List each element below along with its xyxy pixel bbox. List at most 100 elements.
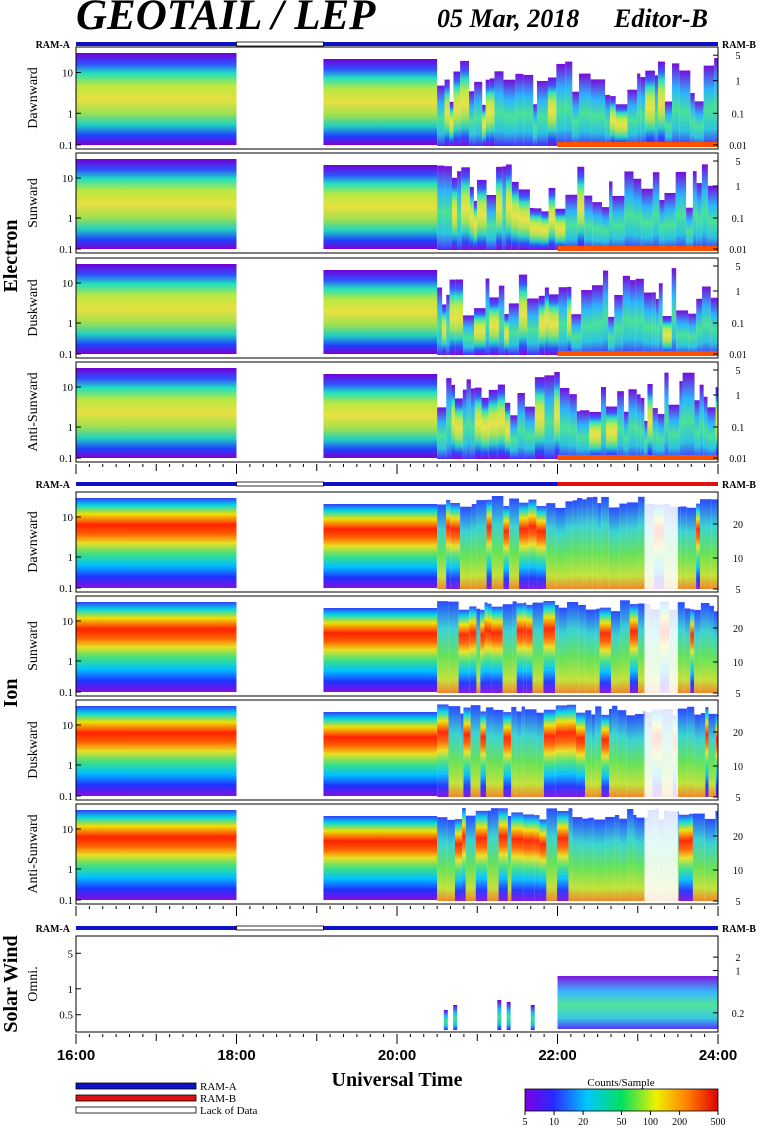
spectrogram-segment-mid: [323, 504, 438, 588]
spectrogram-streak: [659, 199, 665, 250]
spectrogram-streak: [486, 194, 497, 250]
right-tick-label: 0.01: [729, 350, 747, 361]
panel-frame: [75, 699, 719, 801]
spectrogram-streak: [447, 819, 455, 901]
spectrogram-streak: [637, 73, 641, 146]
spectrogram-streak: [699, 499, 712, 589]
spectrogram-streak: [526, 604, 533, 693]
spectrogram-streak: [523, 814, 535, 901]
spectrogram-streak: [437, 287, 443, 355]
colorbar-tick-label: 10: [549, 1117, 559, 1128]
spectrogram-streak: [548, 187, 556, 250]
spectrogram-sparse-region: [644, 494, 678, 590]
spectrogram-streak: [678, 814, 689, 901]
left-tick-label: 0.1: [59, 791, 73, 803]
spectrogram-streak: [572, 500, 578, 589]
spectrogram-streak: [597, 503, 602, 589]
spectrogram-streak: [714, 58, 718, 146]
spectrogram-streak: [444, 166, 452, 250]
right-tick-label: 10: [733, 554, 743, 565]
spectrogram-streak: [453, 71, 461, 146]
spectrogram-streak: [566, 602, 579, 693]
spectrogram-streak: [491, 496, 504, 589]
spectrogram-streak: [690, 93, 695, 146]
spectrogram-streak: [622, 275, 630, 355]
mode-bar-gap-2: [236, 925, 324, 931]
right-tick-label: 1: [736, 287, 741, 298]
left-tick-label: 0.1: [59, 453, 73, 465]
spectrogram-streak: [481, 397, 489, 459]
spectrogram-streak: [487, 810, 492, 901]
panel-ion-anti-sunward: Anti-Sunward 10 1 0.1 20 10 5: [26, 803, 743, 908]
x-tick-label: 22:00: [538, 1047, 576, 1064]
spectrogram-streak: [578, 604, 586, 693]
panel-frame: [75, 361, 719, 463]
spectrogram-streak: [466, 379, 471, 459]
spectrogram-streak: [519, 502, 529, 589]
spectrogram-streak: [652, 292, 656, 355]
spectrogram-streak: [664, 101, 673, 146]
spectrogram-streak: [585, 609, 596, 693]
left-tick-label: 10: [62, 824, 74, 836]
right-tick-label: 0.2: [732, 1009, 745, 1020]
spectrogram-streak: [612, 195, 625, 250]
panel-electron-anti-sunward: Anti-Sunward 10 1 0.1 5 1 0.1 0.01: [26, 361, 747, 465]
spectrogram-streak: [474, 308, 486, 355]
spectrogram-streak: [485, 79, 490, 146]
left-tick-label: 10: [62, 278, 74, 290]
panel-frame: [75, 803, 719, 905]
spectrogram-streak: [633, 814, 637, 901]
left-tick-label: 5: [68, 948, 74, 960]
spectrogram-streak: [460, 506, 472, 589]
spectrogram-streak: [476, 500, 487, 589]
colorbar-tick-label: 100: [643, 1117, 658, 1128]
spectrogram-streak: [680, 506, 687, 589]
panel-frame: [75, 152, 719, 254]
right-tick-label: 10: [733, 866, 743, 877]
spectrogram-streak: [610, 96, 616, 146]
spectrogram-streak: [598, 79, 606, 146]
spectrogram-streak: [504, 402, 511, 459]
spectrogram-streak: [437, 504, 447, 589]
spectrogram-streak: [608, 507, 620, 589]
spectrogram-streak: [714, 611, 718, 693]
spectrogram-streak: [641, 188, 653, 250]
right-tick-label: 1: [736, 391, 741, 402]
mode-bar-right-label: RAM-B: [722, 480, 756, 491]
panel-label: Anti-Sunward: [26, 372, 41, 451]
colorbar-gradient: [524, 1088, 719, 1112]
spectrogram-streak: [536, 81, 548, 146]
spectrogram-streak: [636, 394, 641, 459]
spectrogram-segment-early: [76, 706, 237, 796]
spectrogram-streak: [516, 711, 522, 797]
left-tick-label: 1: [68, 864, 74, 876]
spectrogram-streak: [672, 63, 680, 146]
spectrogram-streak: [463, 707, 471, 797]
left-tick-label: 1: [68, 422, 74, 434]
spectrogram-streak: [647, 384, 653, 459]
spectrogram-streak: [488, 389, 498, 459]
spectrogram-streak: [489, 78, 495, 146]
spectrogram-streak: [617, 710, 627, 797]
spectrogram-streak: [527, 298, 539, 355]
spectrogram-streak: [701, 713, 706, 797]
right-tick-label: 10: [733, 658, 743, 669]
mode-bar-right-label: RAM-B: [722, 40, 756, 51]
spectrogram-streak: [694, 101, 704, 146]
spectrogram-streak: [620, 600, 630, 693]
spectrogram-streak: [644, 420, 648, 459]
spectrogram-streak: [487, 603, 492, 693]
left-tick-label: 10: [62, 173, 74, 185]
spectrogram-streak: [555, 705, 567, 797]
spectrogram-streak: [686, 507, 697, 589]
spectrogram-streak: [688, 313, 697, 355]
spectrogram-streak: [529, 207, 534, 250]
spectrogram-streak: [555, 507, 566, 589]
spectrogram-streak: [576, 411, 580, 459]
legend-swatch: [75, 1082, 197, 1090]
spectrogram-streak: [566, 704, 577, 797]
spectrogram-streak: [628, 389, 637, 459]
spectrogram-streak: [437, 165, 445, 250]
spectrogram-streak: [503, 505, 510, 589]
